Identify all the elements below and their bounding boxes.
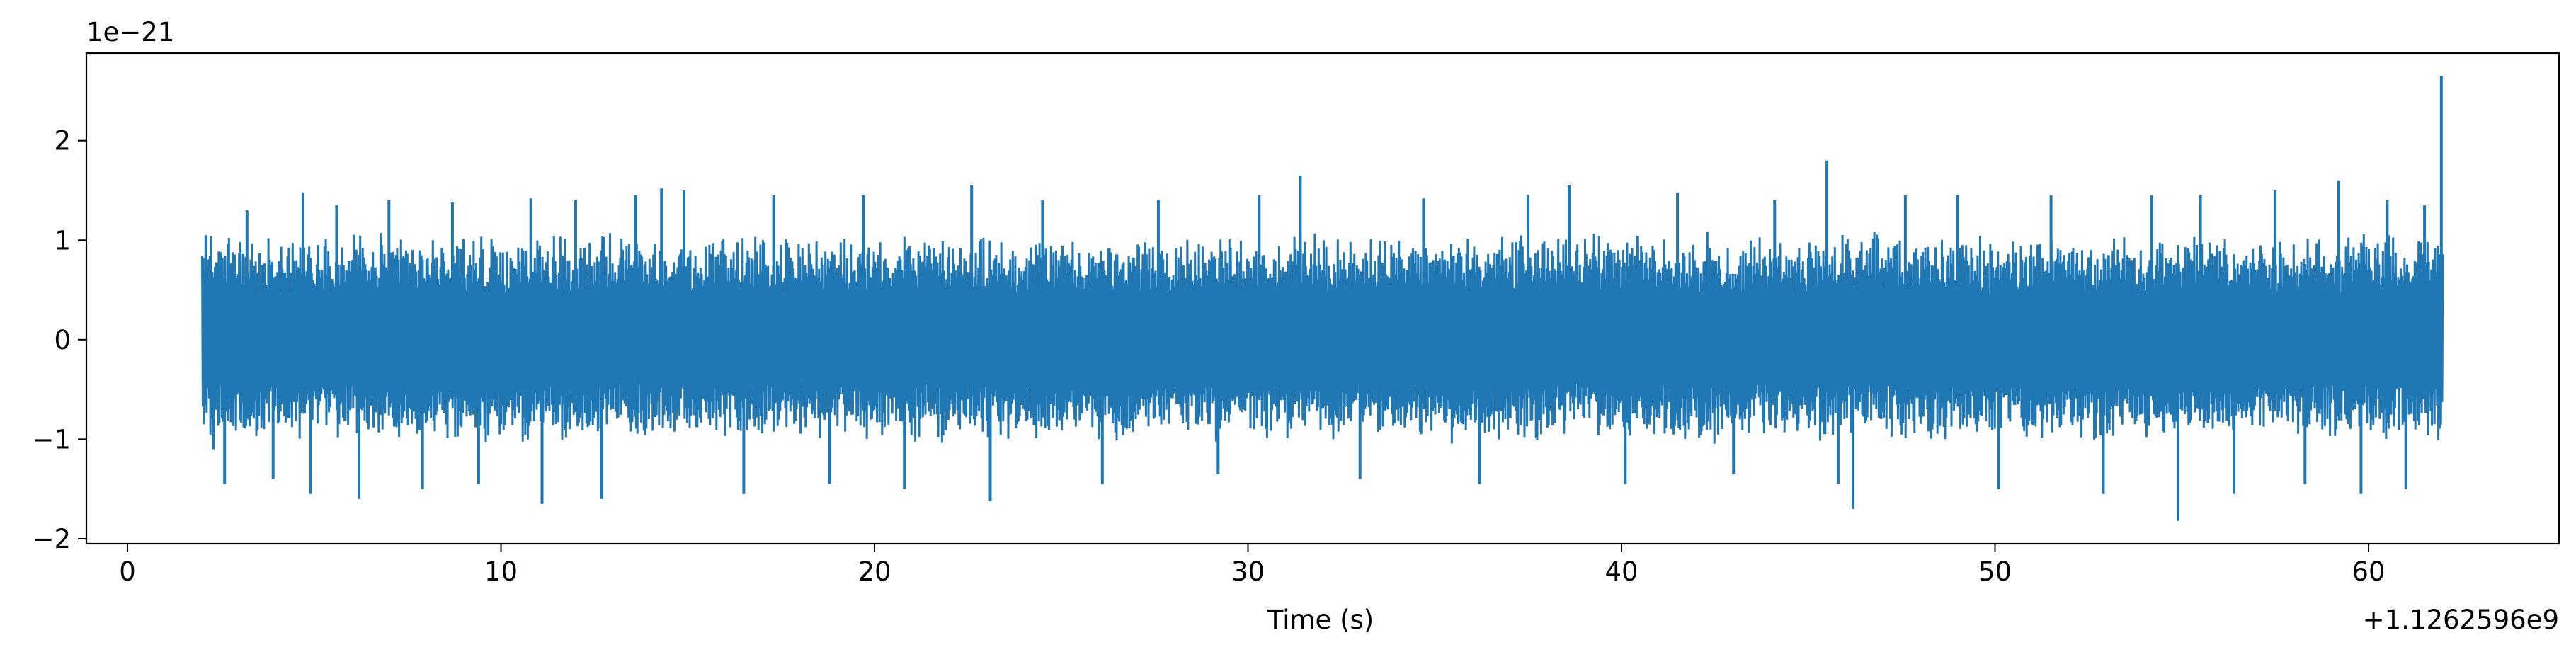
- x-tick-label: 60: [2352, 556, 2385, 587]
- y-axis: −2 −1 0 1 2: [32, 126, 86, 554]
- x-tick-label: 20: [857, 556, 891, 587]
- plot-area: [201, 76, 2444, 521]
- y-tick-label: 0: [54, 325, 71, 355]
- y-tick-label: 1: [54, 225, 71, 256]
- x-tick-label: 50: [1978, 556, 2012, 587]
- signal-spikes: [204, 76, 2443, 521]
- x-axis-offset-label: +1.1262596e9: [2363, 605, 2559, 635]
- y-axis-scale-label: 1e−21: [86, 17, 174, 47]
- x-axis: 0 10 20 30 40 50 60: [119, 544, 2386, 587]
- y-tick-label: −2: [32, 524, 71, 554]
- x-tick-label: 0: [119, 556, 136, 587]
- x-tick-label: 30: [1231, 556, 1265, 587]
- x-tick-label: 40: [1605, 556, 1638, 587]
- x-axis-label: Time (s): [1267, 605, 1374, 635]
- x-tick-label: 10: [484, 556, 518, 587]
- axes-frame: [85, 52, 2560, 545]
- y-tick-label: 2: [54, 126, 71, 156]
- y-tick-label: −1: [32, 424, 71, 455]
